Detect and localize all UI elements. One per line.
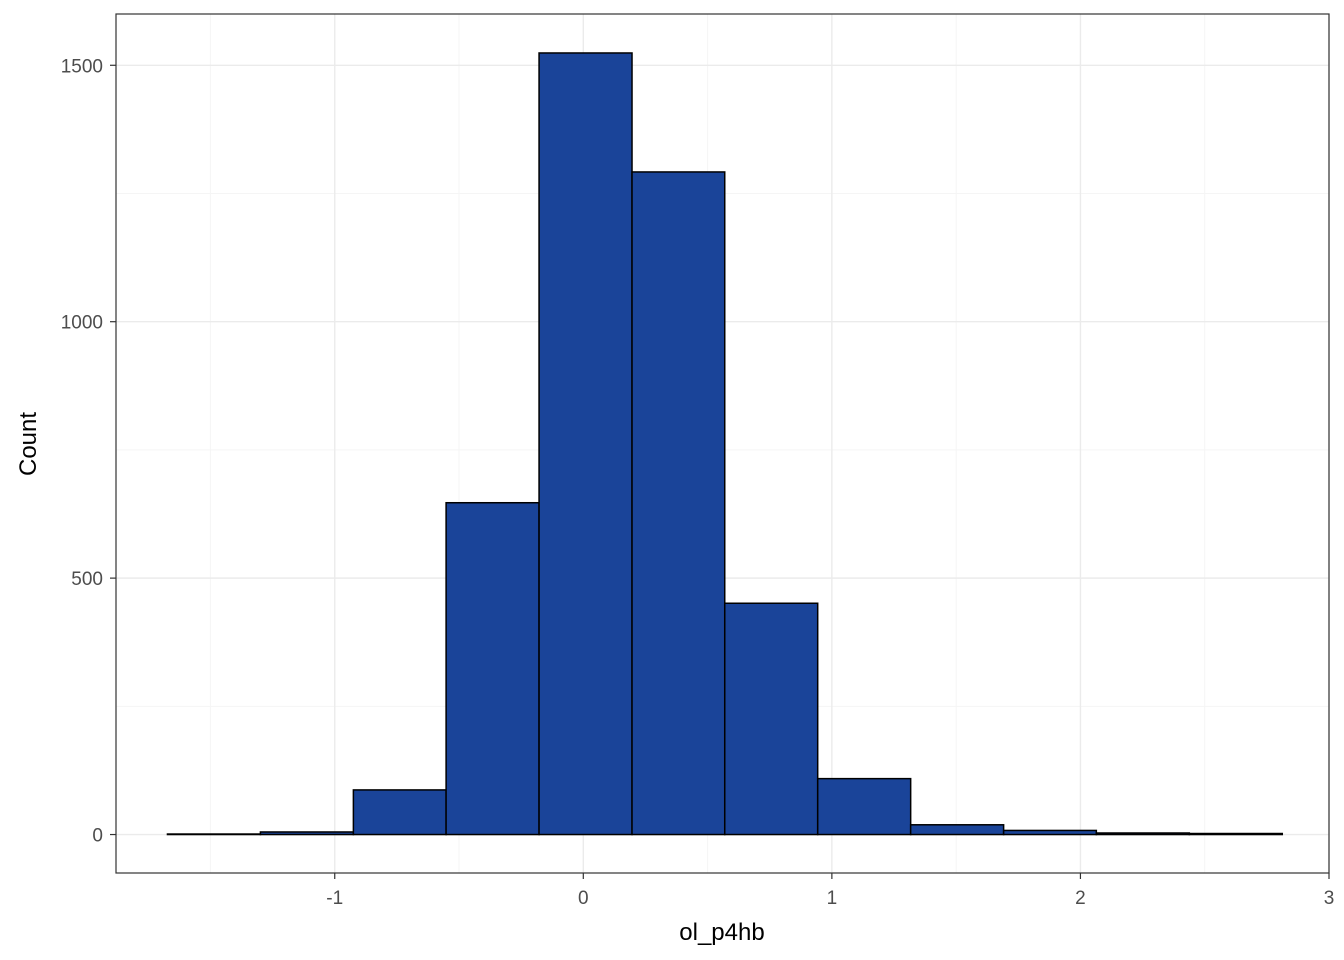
- panel-border: [115, 13, 1330, 874]
- histogram-bars: [166, 52, 1284, 836]
- y-axis-title: Count: [15, 412, 42, 476]
- y-tick-label: 1500: [61, 56, 103, 77]
- x-axis-title: ol_p4hb: [679, 919, 764, 946]
- x-tick-label: 3: [1324, 888, 1335, 909]
- histogram-bar: [352, 789, 447, 836]
- histogram-bar: [909, 824, 1005, 836]
- histogram-bar: [1188, 832, 1284, 836]
- histogram-bar: [166, 833, 262, 836]
- histogram-bar: [445, 501, 540, 836]
- x-tick-label: 1: [827, 888, 838, 909]
- y-tick-label: 0: [92, 826, 103, 847]
- histogram-bar: [1095, 832, 1191, 836]
- y-tick-label: 1000: [61, 313, 103, 334]
- x-tick-label: 2: [1075, 888, 1086, 909]
- histogram-bar: [1002, 829, 1098, 836]
- y-tick-label: 500: [71, 569, 103, 590]
- y-axis-ticks: 0 500 1000 1500: [61, 56, 116, 847]
- histogram-bar: [723, 602, 819, 836]
- x-tick-label: -1: [326, 888, 343, 909]
- histogram-bar: [538, 52, 633, 836]
- histogram-bar: [259, 831, 355, 836]
- histogram-bar: [816, 777, 912, 836]
- x-tick-label: 0: [578, 888, 589, 909]
- x-axis-ticks: -1 0 1 2 3: [326, 873, 1334, 909]
- histogram-bar: [631, 171, 726, 836]
